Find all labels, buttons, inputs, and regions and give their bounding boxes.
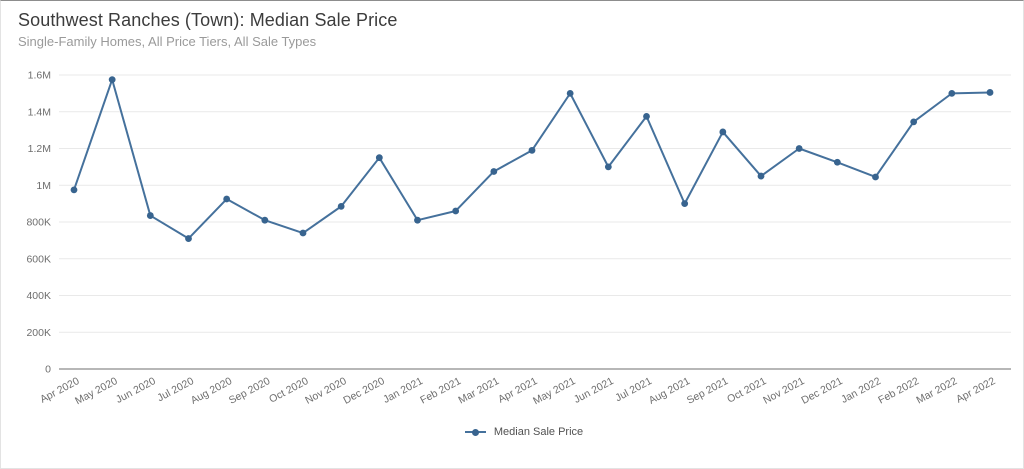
x-axis-tick-label: Oct 2021: [725, 375, 768, 406]
data-point[interactable]: [795, 145, 803, 152]
data-point[interactable]: [299, 229, 307, 237]
data-point[interactable]: [70, 186, 78, 194]
x-axis-tick-label: Apr 2022: [954, 375, 997, 406]
data-point[interactable]: [643, 112, 650, 120]
data-point[interactable]: [185, 235, 192, 242]
data-point[interactable]: [223, 195, 231, 203]
data-point[interactable]: [833, 158, 841, 166]
data-point[interactable]: [414, 216, 421, 224]
data-point[interactable]: [986, 89, 994, 96]
legend-dot-icon: [471, 428, 479, 436]
data-point[interactable]: [948, 89, 956, 97]
legend-item-label: Median Sale Price: [493, 426, 584, 438]
x-axis-tick-label: Mar 2022: [914, 375, 959, 406]
y-axis-tick-label: 400K: [26, 290, 51, 302]
data-point[interactable]: [261, 216, 269, 224]
x-axis-tick-label: Nov 2020: [303, 375, 348, 407]
x-axis-tick-label: Feb 2022: [876, 375, 921, 407]
x-axis-tick-label: Jan 2021: [381, 375, 425, 406]
chart-header: Southwest Ranches (Town): Median Sale Pr…: [18, 9, 397, 49]
x-axis-tick-label: May 2020: [73, 375, 119, 407]
data-point[interactable]: [375, 154, 383, 162]
legend-item-median-sale-price[interactable]: Median Sale Price: [1, 426, 1023, 438]
data-point[interactable]: [452, 207, 460, 215]
y-axis-tick-label: 800K: [26, 217, 51, 229]
data-point[interactable]: [681, 200, 689, 208]
x-axis-tick-label: Jun 2021: [572, 375, 616, 406]
data-point[interactable]: [757, 172, 765, 180]
chart-title: Southwest Ranches (Town): Median Sale Pr…: [18, 10, 398, 30]
x-axis-tick-label: Dec 2020: [341, 375, 386, 407]
y-axis-tick-label: 1.4M: [28, 106, 51, 118]
x-axis-tick-label: Sep 2020: [227, 375, 272, 407]
x-axis-tick-label: Sep 2021: [685, 375, 730, 407]
y-axis-tick-label: 1.2M: [28, 143, 51, 155]
x-axis-tick-label: Aug 2021: [647, 375, 692, 407]
y-axis-tick-label: 1M: [36, 180, 51, 192]
data-point[interactable]: [719, 128, 727, 136]
series-line-median-sale-price: [73, 78, 991, 240]
x-axis-tick-label: Mar 2021: [456, 375, 501, 406]
x-axis-tick-label: Feb 2021: [418, 375, 463, 407]
data-point[interactable]: [872, 173, 879, 181]
x-axis-tick-label: Nov 2021: [761, 375, 806, 407]
x-axis-tick-label: Jun 2020: [114, 375, 158, 406]
data-point[interactable]: [108, 76, 116, 83]
x-axis-tick-label: Aug 2020: [189, 375, 234, 407]
data-point[interactable]: [566, 89, 574, 97]
y-axis-tick-label: 0: [45, 364, 51, 376]
data-point[interactable]: [337, 202, 345, 210]
data-point[interactable]: [910, 118, 918, 126]
y-axis-tick-label: 1.6M: [28, 70, 51, 82]
x-axis-tick-label: Oct 2020: [267, 375, 310, 406]
chart-subtitle: Single-Family Homes, All Price Tiers, Al…: [18, 33, 317, 49]
legend-line-marker-icon: [464, 428, 486, 436]
y-axis-tick-label: 200K: [26, 327, 51, 339]
data-point[interactable]: [604, 163, 612, 171]
data-point[interactable]: [490, 168, 498, 175]
y-axis-tick-label: 600K: [26, 253, 51, 265]
x-axis-tick-label: Jan 2022: [839, 375, 883, 406]
x-axis-tick-label: Dec 2021: [799, 375, 844, 407]
x-axis-tick-label: May 2021: [531, 375, 577, 407]
data-point[interactable]: [528, 146, 536, 154]
data-point[interactable]: [146, 212, 154, 219]
